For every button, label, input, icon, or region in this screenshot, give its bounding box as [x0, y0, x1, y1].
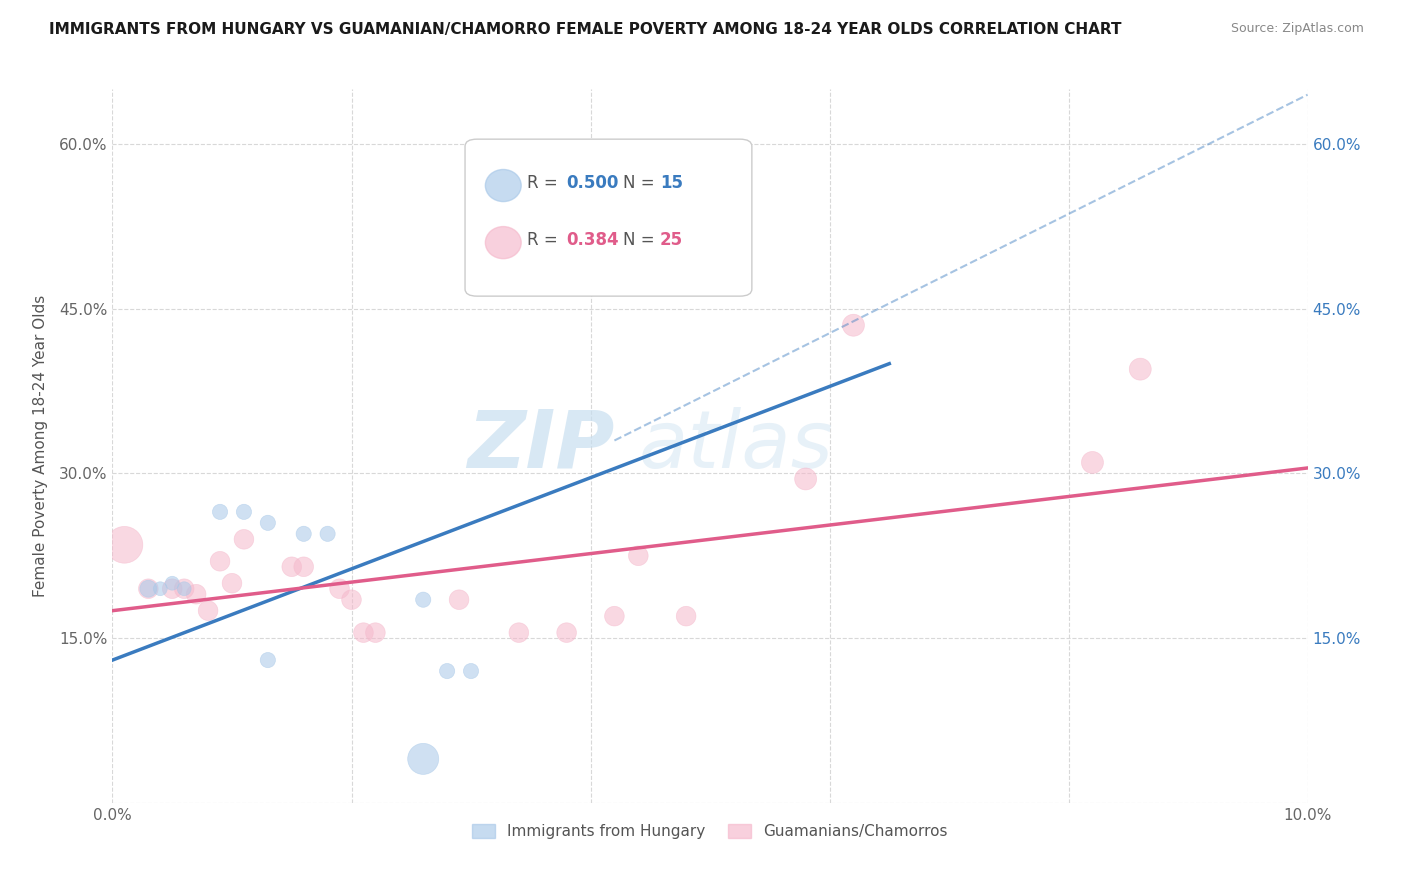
Point [173, 582, 195, 596]
Point [257, 516, 280, 530]
Point [449, 592, 471, 607]
Text: R =: R = [527, 175, 564, 193]
Point [292, 526, 315, 541]
Point [329, 582, 352, 596]
Text: 0.384: 0.384 [567, 232, 619, 250]
Text: atlas: atlas [638, 407, 834, 485]
Point [436, 664, 458, 678]
Point [603, 609, 626, 624]
Point [292, 559, 315, 574]
Point [353, 625, 375, 640]
Point [412, 592, 434, 607]
FancyBboxPatch shape [465, 139, 752, 296]
Point [508, 625, 530, 640]
Point [209, 505, 232, 519]
Point [316, 526, 339, 541]
Point [1129, 362, 1152, 376]
Text: IMMIGRANTS FROM HUNGARY VS GUAMANIAN/CHAMORRO FEMALE POVERTY AMONG 18-24 YEAR OL: IMMIGRANTS FROM HUNGARY VS GUAMANIAN/CHA… [49, 22, 1122, 37]
Text: 15: 15 [659, 175, 683, 193]
Point [138, 582, 160, 596]
Point [209, 554, 232, 568]
Text: R =: R = [527, 232, 564, 250]
Text: ZIP: ZIP [467, 407, 614, 485]
Point [186, 587, 208, 601]
Point [842, 318, 865, 333]
Point [664, 258, 686, 272]
Ellipse shape [485, 227, 522, 259]
Point [162, 576, 183, 591]
Text: Source: ZipAtlas.com: Source: ZipAtlas.com [1230, 22, 1364, 36]
Point [197, 604, 219, 618]
Text: 25: 25 [659, 232, 683, 250]
Point [794, 472, 817, 486]
Point [460, 664, 482, 678]
Text: 0.500: 0.500 [567, 175, 619, 193]
Point [555, 625, 578, 640]
Point [412, 752, 434, 766]
Ellipse shape [485, 169, 522, 202]
Point [162, 582, 183, 596]
Text: N =: N = [623, 232, 659, 250]
Point [340, 592, 363, 607]
Point [233, 505, 256, 519]
Point [675, 609, 697, 624]
Point [138, 582, 160, 596]
Text: N =: N = [623, 175, 659, 193]
Legend: Immigrants from Hungary, Guamanians/Chamorros: Immigrants from Hungary, Guamanians/Cham… [465, 818, 955, 845]
Point [257, 653, 280, 667]
Point [1081, 455, 1104, 469]
Y-axis label: Female Poverty Among 18-24 Year Olds: Female Poverty Among 18-24 Year Olds [32, 295, 48, 597]
Point [281, 559, 304, 574]
Point [149, 582, 172, 596]
Point [114, 538, 135, 552]
Point [221, 576, 243, 591]
Point [173, 582, 195, 596]
Point [627, 549, 650, 563]
Point [364, 625, 387, 640]
Point [233, 533, 256, 547]
